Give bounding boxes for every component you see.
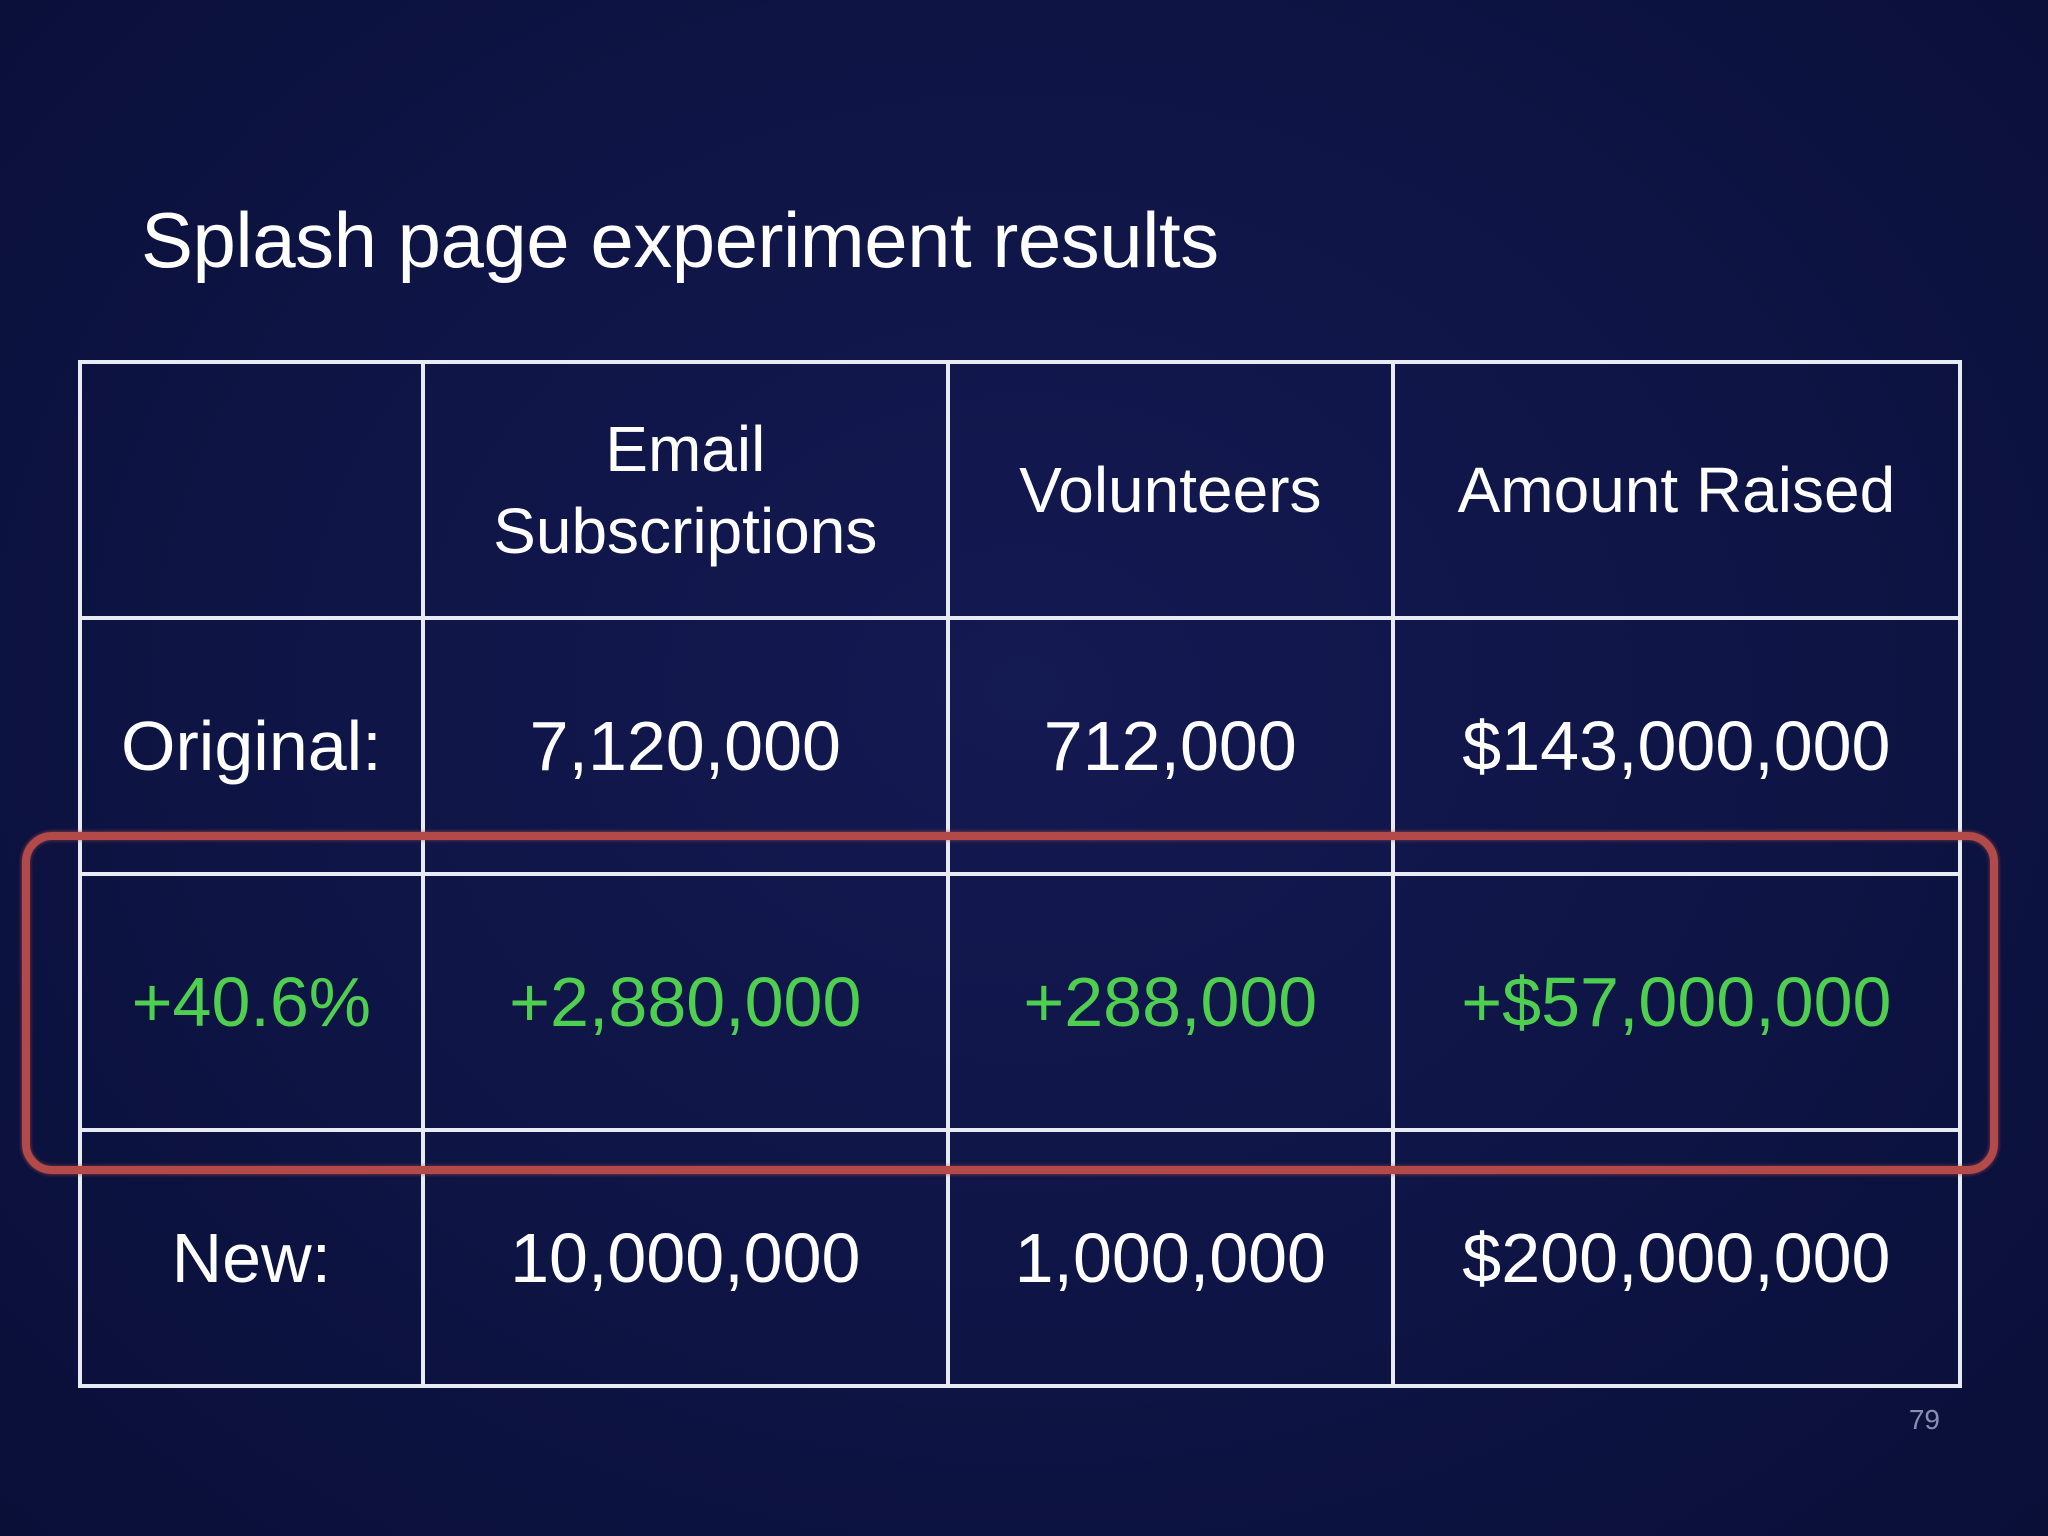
row-new-label: New:: [78, 1128, 425, 1388]
row-delta-email: +2,880,000: [420, 872, 950, 1132]
row-delta-percent: +40.6%: [78, 872, 425, 1132]
row-new-email: 10,000,000: [420, 1128, 950, 1388]
row-delta-volunteers: +288,000: [945, 872, 1395, 1132]
row-new-volunteers: 1,000,000: [945, 1128, 1395, 1388]
row-delta-amount: +$57,000,000: [1390, 872, 1963, 1132]
row-original: Original: 7,120,000 712,000 $143,000,000: [78, 616, 1963, 876]
header-row: Email Subscriptions Volunteers Amount Ra…: [78, 360, 1963, 620]
row-original-label: Original:: [78, 616, 425, 876]
row-new: New: 10,000,000 1,000,000 $200,000,000: [78, 1128, 1963, 1388]
row-original-amount: $143,000,000: [1390, 616, 1963, 876]
results-table: Email Subscriptions Volunteers Amount Ra…: [78, 360, 1963, 1388]
slide-page-number: 79: [1908, 1404, 1940, 1435]
header-email-subscriptions: Email Subscriptions: [420, 360, 950, 620]
header-email-line2: Subscriptions: [493, 495, 878, 567]
row-new-amount: $200,000,000: [1390, 1128, 1963, 1388]
slide-title: Splash page experiment results: [141, 196, 1219, 284]
row-original-email: 7,120,000: [420, 616, 950, 876]
row-delta: +40.6% +2,880,000 +288,000 +$57,000,000: [78, 872, 1963, 1132]
header-email-line1: Email: [605, 413, 766, 485]
header-amount-raised: Amount Raised: [1390, 360, 1963, 620]
header-blank-cell: [78, 360, 425, 620]
header-volunteers: Volunteers: [945, 360, 1395, 620]
row-original-volunteers: 712,000: [945, 616, 1395, 876]
